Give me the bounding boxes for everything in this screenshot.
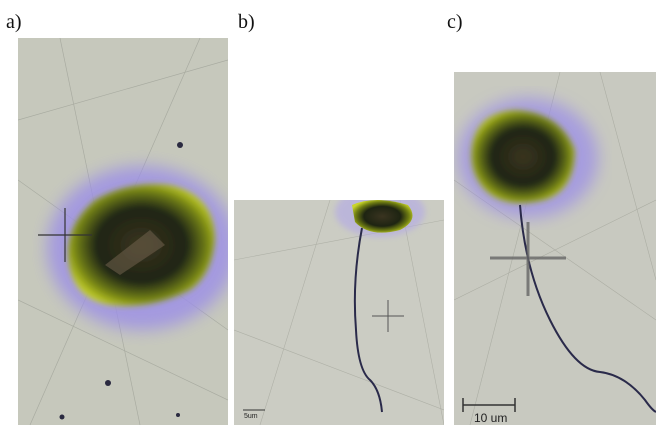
scale-bar-label: 5um bbox=[244, 413, 258, 420]
panel-label: b) bbox=[238, 11, 255, 33]
micrograph-a bbox=[18, 38, 228, 425]
panel-label: c) bbox=[447, 11, 463, 33]
micrograph-b: 5um bbox=[234, 200, 444, 425]
scale-bar-label: 10 um bbox=[474, 411, 507, 425]
micrograph-c: 10 um bbox=[454, 72, 656, 425]
panel-label: a) bbox=[6, 11, 22, 33]
